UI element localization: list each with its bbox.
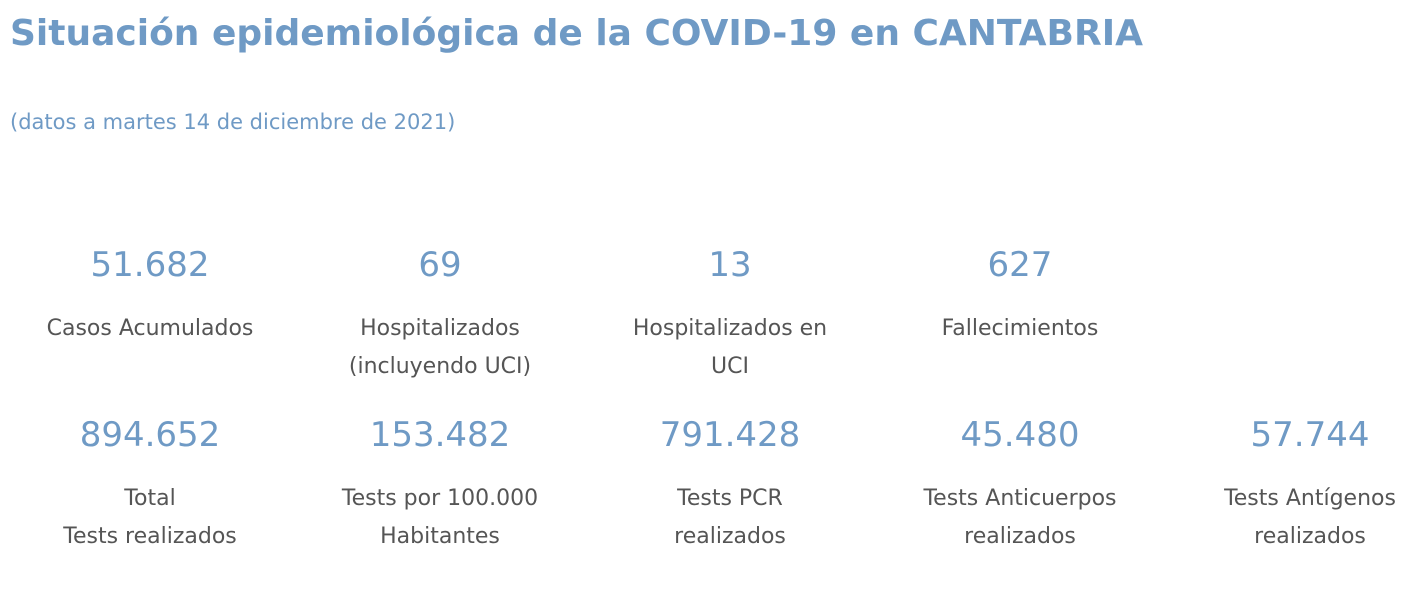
stat-total-tests: 894.652 Total Tests realizados — [20, 415, 280, 556]
stat-tests-per-100000: 153.482 Tests por 100.000 Habitantes — [310, 415, 570, 556]
stat-tests-pcr: 791.428 Tests PCR realizados — [600, 415, 860, 556]
stat-label: Hospitalizados en UCI — [600, 310, 860, 386]
stat-label: Tests por 100.000 Habitantes — [310, 480, 570, 556]
stat-label-line: (incluyendo UCI) — [348, 354, 532, 379]
stat-label: Casos Acumulados — [20, 310, 280, 348]
stat-label-line: Hospitalizados — [360, 316, 520, 341]
stat-label-line: Tests por 100.000 — [341, 486, 539, 511]
stat-value: 627 — [987, 245, 1053, 285]
stat-hospitalizados: 69 Hospitalizados (incluyendo UCI) — [310, 245, 570, 386]
stat-label-line: realizados — [1254, 524, 1366, 549]
stat-tests-anticuerpos: 45.480 Tests Anticuerpos realizados — [890, 415, 1150, 556]
data-date-subtitle: (datos a martes 14 de diciembre de 2021) — [10, 110, 456, 134]
stat-label-line: Total — [124, 486, 176, 511]
stat-label-line: realizados — [964, 524, 1076, 549]
stat-value: 69 — [418, 245, 462, 285]
stat-value: 894.652 — [79, 415, 221, 455]
stat-label-line: Fallecimientos — [941, 316, 1099, 341]
stat-label-line: Tests realizados — [63, 524, 237, 549]
stat-label-line: Tests Antígenos — [1224, 486, 1396, 511]
stat-label-line: UCI — [711, 354, 749, 379]
stat-value: 45.480 — [960, 415, 1080, 455]
stat-value: 791.428 — [659, 415, 801, 455]
stat-label-line: Habitantes — [380, 524, 500, 549]
stat-label-line: Hospitalizados en — [632, 316, 828, 341]
stat-label: Fallecimientos — [890, 310, 1150, 348]
stat-label-line: Casos Acumulados — [46, 316, 254, 341]
stat-label-line: Tests Anticuerpos — [923, 486, 1117, 511]
stat-fallecimientos: 627 Fallecimientos — [890, 245, 1150, 348]
stat-value: 13 — [708, 245, 752, 285]
stat-value: 57.744 — [1250, 415, 1370, 455]
stat-label: Tests Antígenos realizados — [1180, 480, 1426, 556]
stat-label: Tests Anticuerpos realizados — [890, 480, 1150, 556]
stat-label: Hospitalizados (incluyendo UCI) — [310, 310, 570, 386]
stat-value: 51.682 — [90, 245, 210, 285]
stat-value: 153.482 — [369, 415, 511, 455]
stat-hospitalizados-uci: 13 Hospitalizados en UCI — [600, 245, 860, 386]
stat-label: Total Tests realizados — [20, 480, 280, 556]
stat-casos-acumulados: 51.682 Casos Acumulados — [20, 245, 280, 348]
stat-label-line: realizados — [674, 524, 786, 549]
stat-tests-antigenos: 57.744 Tests Antígenos realizados — [1180, 415, 1426, 556]
stat-label: Tests PCR realizados — [600, 480, 860, 556]
page-title: Situación epidemiológica de la COVID-19 … — [10, 13, 1143, 54]
stat-label-line: Tests PCR — [677, 486, 783, 511]
